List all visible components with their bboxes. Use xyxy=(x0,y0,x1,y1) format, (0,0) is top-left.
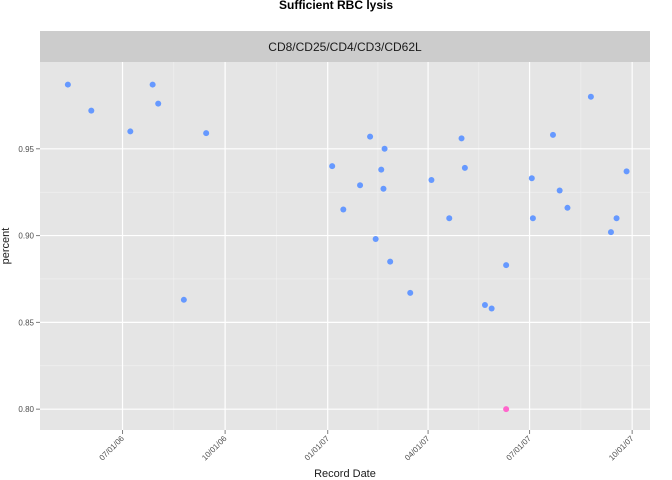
x-tick-label: 01/01/07 xyxy=(303,434,332,463)
data-point xyxy=(372,236,379,243)
data-point xyxy=(623,168,630,175)
data-point xyxy=(428,177,435,184)
data-point xyxy=(461,164,468,171)
data-point xyxy=(378,166,385,173)
y-tick-label: 0.80 xyxy=(18,405,34,414)
data-point xyxy=(446,215,453,222)
major-gridlines xyxy=(40,62,650,430)
data-point xyxy=(528,175,535,182)
data-point xyxy=(340,206,347,213)
data-points xyxy=(64,81,630,413)
data-point xyxy=(155,100,162,107)
y-tick-label: 0.85 xyxy=(18,318,34,327)
y-axis: 0.80 0.85 0.90 0.95 xyxy=(18,145,40,414)
y-tick-label: 0.90 xyxy=(18,232,34,241)
y-tick-label: 0.95 xyxy=(18,145,34,154)
data-point xyxy=(88,107,95,114)
data-point xyxy=(529,215,536,222)
data-point xyxy=(607,229,614,236)
data-point xyxy=(613,215,620,222)
y-axis-title: percent xyxy=(0,228,12,265)
data-point xyxy=(458,135,465,142)
data-point xyxy=(503,262,510,269)
data-point xyxy=(180,296,187,303)
x-tick-label: 10/01/07 xyxy=(607,434,636,463)
data-point xyxy=(549,131,556,138)
data-point xyxy=(481,302,488,309)
data-point-flagged xyxy=(503,406,510,413)
data-point xyxy=(127,128,134,135)
data-point xyxy=(381,145,388,152)
data-point xyxy=(488,305,495,312)
data-point xyxy=(367,133,374,140)
x-tick-label: 10/01/06 xyxy=(200,434,229,463)
facet-strip-label: CD8/CD25/CD4/CD3/CD62L xyxy=(268,40,422,54)
data-point xyxy=(556,187,563,194)
plot-panel xyxy=(40,62,650,430)
minor-gridlines xyxy=(40,62,650,430)
data-point xyxy=(203,130,210,137)
data-point xyxy=(380,185,387,192)
x-tick-label: 07/01/07 xyxy=(505,434,534,463)
data-point xyxy=(407,289,414,296)
x-axis: 07/01/06 10/01/06 01/01/07 04/01/07 07/01/07… xyxy=(98,430,636,462)
data-point xyxy=(387,258,394,265)
data-point xyxy=(357,182,364,189)
data-point xyxy=(587,93,594,100)
x-tick-label: 07/01/06 xyxy=(98,434,127,463)
data-point xyxy=(329,163,336,170)
data-point xyxy=(564,204,571,211)
data-point xyxy=(149,81,156,88)
x-tick-label: 04/01/07 xyxy=(403,434,432,463)
chart-title: Sufficient RBC lysis xyxy=(279,0,393,12)
facet-strip xyxy=(40,31,650,62)
x-axis-title: Record Date xyxy=(314,468,376,480)
data-point xyxy=(64,81,71,88)
